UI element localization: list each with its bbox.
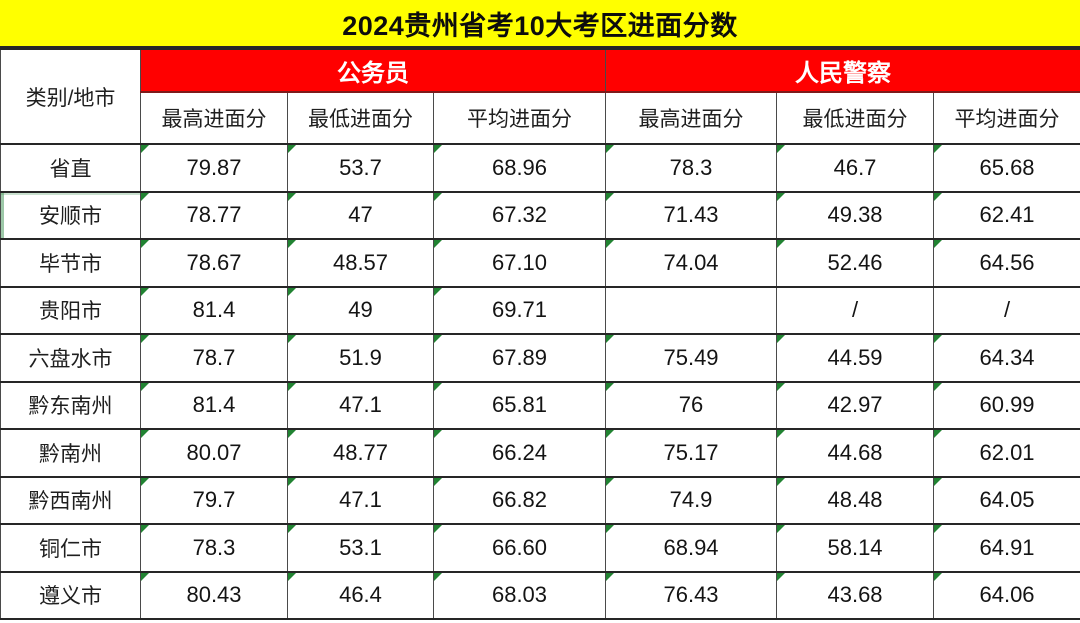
score-cell: 65.68: [933, 143, 1080, 193]
score-cell: 58.14: [776, 523, 935, 573]
region-cell: 黔西南州: [0, 475, 141, 525]
table-row: 黔东南州 81.4 47.1 65.81 76 42.97 60.99: [0, 380, 1080, 430]
score-cell: 66.24: [432, 428, 607, 478]
group-header-row: 类别/地市 公务员 人民警察: [0, 48, 1080, 145]
score-cell: 79.7: [140, 475, 288, 525]
score-cell: 80.07: [140, 428, 288, 478]
table-body: 省直 79.87 53.7 68.96 78.3 46.7 65.68 安顺市 78.77 47 6…: [0, 143, 1080, 620]
score-cell: 81.4: [140, 285, 288, 335]
scores-table: 类别/地市 公务员 人民警察 最高进面分 最低进面分 平均进面分 最高进面分 最…: [0, 48, 1080, 620]
score-cell: 53.1: [287, 523, 434, 573]
score-cell: 78.3: [140, 523, 288, 573]
region-cell: 省直: [0, 143, 141, 193]
score-cell: 62.41: [933, 190, 1080, 240]
score-cell: 68.03: [432, 570, 607, 620]
score-cell: 64.91: [933, 523, 1080, 573]
table-row: 贵阳市 81.4 49 69.71 //: [0, 285, 1080, 335]
score-cell: 43.68: [776, 570, 935, 620]
table-row: 安顺市 78.77 47 67.32 71.43 49.38 62.41: [0, 190, 1080, 240]
region-cell: 毕节市: [0, 238, 141, 288]
score-cell: 51.9: [287, 333, 434, 383]
score-cell: 75.49: [605, 333, 778, 383]
region-cell: 安顺市: [0, 190, 141, 240]
score-cell: 46.7: [776, 143, 935, 193]
score-cell: 64.56: [933, 238, 1080, 288]
score-cell: 62.01: [933, 428, 1080, 478]
table-row: 黔南州 80.07 48.77 66.24 75.17 44.68 62.01: [0, 428, 1080, 478]
sub-header-civil-avg: 平均进面分: [432, 91, 607, 145]
region-cell: 黔东南州: [0, 380, 141, 430]
score-cell: 79.87: [140, 143, 288, 193]
score-cell: 66.60: [432, 523, 607, 573]
region-cell: 铜仁市: [0, 523, 141, 573]
table-row: 黔西南州 79.7 47.1 66.82 74.9 48.48 64.05: [0, 475, 1080, 525]
score-cell: 75.17: [605, 428, 778, 478]
table-row: 毕节市 78.67 48.57 67.10 74.04 52.46 64.56: [0, 238, 1080, 288]
corner-header: 类别/地市: [0, 48, 141, 145]
score-cell: 44.68: [776, 428, 935, 478]
score-cell: 65.81: [432, 380, 607, 430]
region-cell: 遵义市: [0, 570, 141, 620]
group-header-civil-servant: 公务员: [139, 48, 607, 93]
score-cell: 64.34: [933, 333, 1080, 383]
score-cell: 67.89: [432, 333, 607, 383]
score-cell: 78.3: [605, 143, 778, 193]
score-cell: 53.7: [287, 143, 434, 193]
score-cell: 78.67: [140, 238, 288, 288]
group-header-police: 人民警察: [605, 48, 1080, 93]
score-cell: 76.43: [605, 570, 778, 620]
score-cell: 52.46: [776, 238, 935, 288]
score-cell: 47.1: [287, 380, 434, 430]
table-row: 铜仁市 78.3 53.1 66.60 68.94 58.14 64.91: [0, 523, 1080, 573]
title-bar: 2024贵州省考10大考区进面分数: [0, 0, 1080, 48]
score-cell: 80.43: [140, 570, 288, 620]
score-cell: 48.57: [287, 238, 434, 288]
score-cell: 44.59: [776, 333, 935, 383]
score-cell: /: [776, 285, 935, 335]
score-cell: 46.4: [287, 570, 434, 620]
table-row: 省直 79.87 53.7 68.96 78.3 46.7 65.68: [0, 143, 1080, 193]
sub-header-civil-min: 最低进面分: [287, 91, 434, 145]
score-cell: 76: [605, 380, 778, 430]
score-cell: 67.32: [432, 190, 607, 240]
sub-header-police-min: 最低进面分: [776, 91, 935, 145]
sub-header-police-avg: 平均进面分: [933, 91, 1080, 145]
table-row: 六盘水市 78.7 51.9 67.89 75.49 44.59 64.34: [0, 333, 1080, 383]
table-row: 遵义市 80.43 46.4 68.03 76.43 43.68 64.06: [0, 570, 1080, 620]
sub-header-police-max: 最高进面分: [605, 91, 778, 145]
score-cell: 66.82: [432, 475, 607, 525]
score-cell: 42.97: [776, 380, 935, 430]
region-cell: 贵阳市: [0, 285, 141, 335]
score-cell: 78.7: [140, 333, 288, 383]
score-cell: 68.96: [432, 143, 607, 193]
score-cell: 64.06: [933, 570, 1080, 620]
score-cell: 49.38: [776, 190, 935, 240]
score-cell: 47: [287, 190, 434, 240]
sub-header-row: 最高进面分 最低进面分 平均进面分 最高进面分 最低进面分 平均进面分: [1, 91, 1080, 145]
score-cell: 74.04: [605, 238, 778, 288]
score-cell: 71.43: [605, 190, 778, 240]
score-cell: 81.4: [140, 380, 288, 430]
score-cell: 47.1: [287, 475, 434, 525]
score-cell: 78.77: [140, 190, 288, 240]
region-cell: 六盘水市: [0, 333, 141, 383]
score-cell: 49: [287, 285, 434, 335]
score-cell: 64.05: [933, 475, 1080, 525]
score-cell: 68.94: [605, 523, 778, 573]
score-cell: 67.10: [432, 238, 607, 288]
score-cell: 48.48: [776, 475, 935, 525]
score-cell: 48.77: [287, 428, 434, 478]
score-cell: [605, 285, 778, 335]
score-cell: 74.9: [605, 475, 778, 525]
sub-header-civil-max: 最高进面分: [140, 91, 288, 145]
score-cell: /: [933, 285, 1080, 335]
region-cell: 黔南州: [0, 428, 141, 478]
score-cell: 60.99: [933, 380, 1080, 430]
page-title: 2024贵州省考10大考区进面分数: [342, 10, 738, 41]
score-cell: 69.71: [432, 285, 607, 335]
